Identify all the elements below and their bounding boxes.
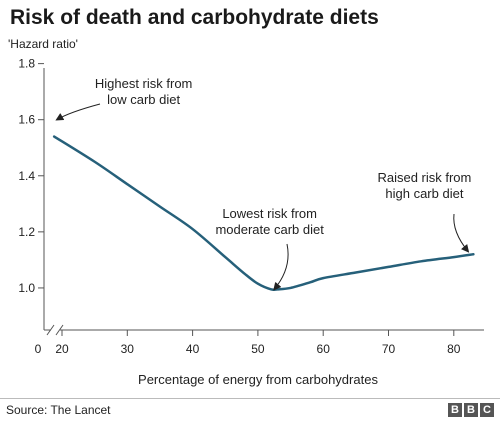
x-tick-label: 30	[121, 342, 135, 356]
chart-title: Risk of death and carbohydrate diets	[10, 6, 379, 29]
x-tick-label: 70	[382, 342, 396, 356]
source-note: Source: The Lancet	[6, 403, 111, 417]
x-tick-label: 80	[447, 342, 461, 356]
x-tick-label: 60	[317, 342, 331, 356]
annotation-arrow	[273, 243, 289, 291]
x-tick-label: 40	[186, 342, 200, 356]
x-axis: 0 20 30 40 50 60 70 80 Percentage of energy from…	[35, 324, 484, 387]
annotation-text: Highest risk from	[95, 76, 193, 91]
x-tick-label: 50	[251, 342, 265, 356]
annotation-arrow	[55, 103, 101, 121]
x-tick-label: 20	[55, 342, 69, 356]
annotation-text: Lowest risk from	[222, 206, 317, 221]
hazard-ratio-chart: 'Hazard ratio' 1.0 1.2 1.4 1.6 1.8 0 20 30 40 50 6…	[8, 37, 484, 387]
x-axis-break-mark	[55, 324, 64, 336]
x-axis-break-mark	[46, 324, 55, 336]
logo-letter: C	[480, 403, 494, 417]
annotation-text: moderate carb diet	[215, 222, 324, 237]
x-axis-label: Percentage of energy from carbohydrates	[138, 372, 378, 387]
logo-letter: B	[464, 403, 478, 417]
y-tick-label: 1.4	[18, 169, 35, 183]
footer-divider	[0, 398, 500, 399]
annotation-text: Raised risk from	[377, 170, 471, 185]
y-axis: 'Hazard ratio' 1.0 1.2 1.4 1.6 1.8	[8, 37, 78, 330]
y-tick-label: 1.0	[18, 281, 35, 295]
annotation-text: high carb diet	[385, 186, 463, 201]
y-axis-label: 'Hazard ratio'	[8, 37, 78, 51]
y-tick-label: 1.6	[18, 113, 35, 127]
annotation-arrow	[453, 213, 470, 253]
y-tick-label: 1.8	[18, 57, 35, 71]
y-tick-label: 1.2	[18, 225, 35, 239]
bbc-logo: B B C	[448, 403, 494, 417]
logo-letter: B	[448, 403, 462, 417]
x-tick-label: 0	[35, 342, 42, 356]
annotation-text: low carb diet	[107, 92, 180, 107]
